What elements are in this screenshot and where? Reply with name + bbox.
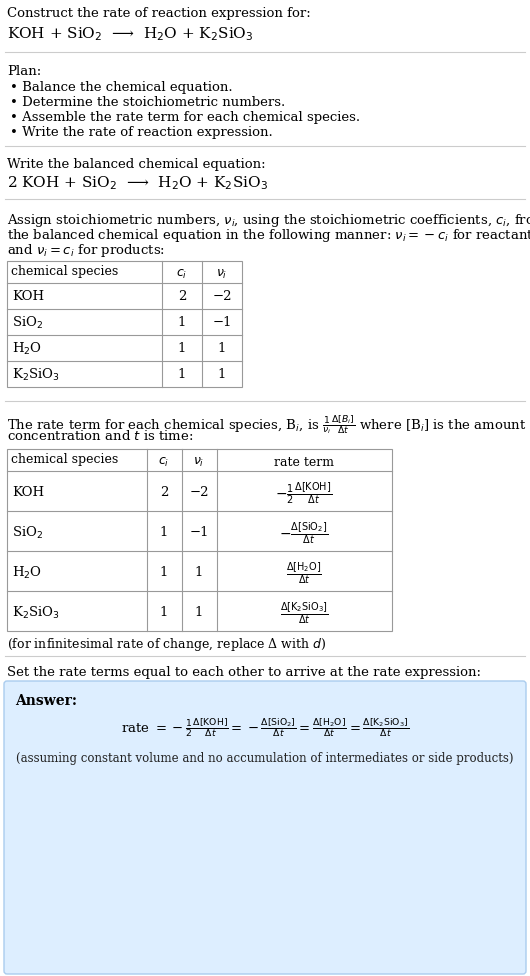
Text: KOH: KOH	[12, 486, 44, 500]
Text: 1: 1	[195, 606, 203, 620]
Text: KOH: KOH	[12, 291, 44, 304]
Text: −1: −1	[189, 526, 209, 540]
Text: Construct the rate of reaction expression for:: Construct the rate of reaction expressio…	[7, 7, 311, 20]
Text: and $\nu_i = c_i$ for products:: and $\nu_i = c_i$ for products:	[7, 242, 165, 259]
Text: • Write the rate of reaction expression.: • Write the rate of reaction expression.	[10, 126, 273, 139]
Text: 2: 2	[160, 486, 168, 500]
Text: $\frac{\Delta[\mathrm{H_2O}]}{\Delta t}$: $\frac{\Delta[\mathrm{H_2O}]}{\Delta t}$	[286, 560, 322, 586]
Bar	[7, 449, 392, 631]
Text: (assuming constant volume and no accumulation of intermediates or side products): (assuming constant volume and no accumul…	[16, 752, 514, 765]
Text: −1: −1	[212, 316, 232, 330]
Text: the balanced chemical equation in the following manner: $\nu_i = -c_i$ for react: the balanced chemical equation in the fo…	[7, 227, 530, 244]
Text: rate $= -\frac{1}{2}\frac{\Delta[\mathrm{KOH}]}{\Delta t} = -\frac{\Delta[\mathr: rate $= -\frac{1}{2}\frac{\Delta[\mathrm…	[121, 716, 409, 739]
Text: Write the balanced chemical equation:: Write the balanced chemical equation:	[7, 158, 266, 171]
Text: SiO$_2$: SiO$_2$	[12, 315, 43, 331]
Text: chemical species: chemical species	[11, 453, 118, 466]
Text: K$_2$SiO$_3$: K$_2$SiO$_3$	[12, 605, 60, 621]
Text: 2: 2	[178, 291, 186, 304]
Text: • Determine the stoichiometric numbers.: • Determine the stoichiometric numbers.	[10, 96, 285, 109]
Text: $\nu_i$: $\nu_i$	[216, 267, 228, 280]
Text: chemical species: chemical species	[11, 265, 118, 278]
Text: $\nu_i$: $\nu_i$	[193, 456, 205, 468]
Text: 1: 1	[178, 316, 186, 330]
Text: −2: −2	[212, 291, 232, 304]
Text: 1: 1	[218, 343, 226, 355]
Text: $\frac{\Delta[\mathrm{K_2SiO_3}]}{\Delta t}$: $\frac{\Delta[\mathrm{K_2SiO_3}]}{\Delta…	[280, 600, 328, 626]
Text: $-\frac{1}{2}\frac{\Delta[\mathrm{KOH}]}{\Delta t}$: $-\frac{1}{2}\frac{\Delta[\mathrm{KOH}]}…	[276, 480, 332, 506]
Text: Set the rate terms equal to each other to arrive at the rate expression:: Set the rate terms equal to each other t…	[7, 666, 481, 679]
Text: 1: 1	[218, 369, 226, 382]
Text: 1: 1	[178, 369, 186, 382]
Text: 1: 1	[160, 606, 168, 620]
Text: 1: 1	[178, 343, 186, 355]
Text: 1: 1	[160, 566, 168, 580]
Text: K$_2$SiO$_3$: K$_2$SiO$_3$	[12, 367, 60, 383]
Text: KOH + SiO$_2$  ⟶  H$_2$O + K$_2$SiO$_3$: KOH + SiO$_2$ ⟶ H$_2$O + K$_2$SiO$_3$	[7, 25, 253, 43]
Text: H$_2$O: H$_2$O	[12, 341, 42, 357]
Text: Answer:: Answer:	[15, 694, 77, 708]
Text: SiO$_2$: SiO$_2$	[12, 525, 43, 541]
Text: concentration and $t$ is time:: concentration and $t$ is time:	[7, 429, 193, 443]
Text: (for infinitesimal rate of change, replace Δ with $d$): (for infinitesimal rate of change, repla…	[7, 636, 326, 653]
Text: $-\frac{\Delta[\mathrm{SiO_2}]}{\Delta t}$: $-\frac{\Delta[\mathrm{SiO_2}]}{\Delta t…	[279, 520, 329, 546]
Bar	[7, 261, 242, 387]
Text: −2: −2	[189, 486, 209, 500]
Text: 1: 1	[160, 526, 168, 540]
Text: The rate term for each chemical species, B$_i$, is $\frac{1}{\nu_i}\frac{\Delta[: The rate term for each chemical species,…	[7, 413, 526, 436]
FancyBboxPatch shape	[4, 681, 526, 974]
Text: • Balance the chemical equation.: • Balance the chemical equation.	[10, 81, 233, 94]
Text: Plan:: Plan:	[7, 65, 41, 78]
Text: • Assemble the rate term for each chemical species.: • Assemble the rate term for each chemic…	[10, 111, 360, 124]
Text: $c_i$: $c_i$	[176, 267, 188, 280]
Text: $c_i$: $c_i$	[158, 456, 170, 468]
Text: H$_2$O: H$_2$O	[12, 565, 42, 581]
Text: rate term: rate term	[274, 456, 334, 468]
Text: 2 KOH + SiO$_2$  ⟶  H$_2$O + K$_2$SiO$_3$: 2 KOH + SiO$_2$ ⟶ H$_2$O + K$_2$SiO$_3$	[7, 174, 268, 191]
Text: Assign stoichiometric numbers, $\nu_i$, using the stoichiometric coefficients, $: Assign stoichiometric numbers, $\nu_i$, …	[7, 212, 530, 229]
Text: 1: 1	[195, 566, 203, 580]
